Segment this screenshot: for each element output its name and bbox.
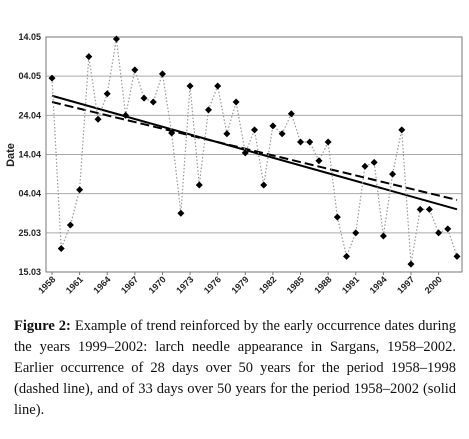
x-tick-label: 1973 (174, 274, 195, 295)
x-tick-label: 1985 (285, 274, 306, 295)
data-point (48, 74, 56, 82)
data-point (333, 213, 341, 221)
data-point (177, 209, 185, 217)
data-point (241, 149, 249, 157)
data-point (76, 186, 84, 194)
data-point (251, 126, 258, 134)
data-point (398, 126, 406, 134)
data-point (343, 252, 351, 260)
y-tick-label: 25.03 (18, 228, 41, 238)
x-tick-label: 1958 (36, 274, 57, 295)
data-point (57, 245, 65, 252)
y-tick-label: 15.03 (18, 267, 41, 277)
x-tick-label: 1961 (64, 274, 85, 295)
y-tick-label: 04.04 (18, 189, 41, 199)
data-point (297, 138, 305, 146)
data-point (278, 130, 286, 138)
data-point (287, 110, 295, 118)
trend-line (51, 94, 458, 211)
x-tick-label: 1964 (91, 274, 112, 295)
caption-label: Figure 2: (14, 318, 71, 334)
caption: Figure 2: Example of trend reinforced by… (14, 316, 456, 421)
y-tick-label: 14.04 (18, 150, 41, 160)
data-point (195, 181, 203, 189)
x-tick-label: 1991 (340, 274, 361, 295)
data-point (416, 205, 424, 213)
data-point (444, 225, 452, 233)
x-tick-label: 1982 (257, 274, 278, 295)
plot-frame (45, 36, 463, 273)
data-point (324, 138, 332, 146)
data-point (379, 232, 387, 240)
x-tick-label: 2000 (423, 274, 444, 295)
x-tick-label: 1967 (119, 274, 140, 295)
x-tick-label: 1970 (147, 274, 168, 295)
trend-line (51, 101, 458, 201)
data-point (352, 229, 360, 237)
data-point (186, 82, 194, 90)
data-point (453, 252, 461, 260)
data-point (232, 98, 240, 106)
data-point (315, 157, 323, 165)
data-point (66, 221, 74, 229)
caption-text: Example of trend reinforced by the early… (14, 318, 457, 418)
data-point (122, 111, 130, 119)
data-point (389, 170, 397, 178)
data-point (94, 115, 102, 123)
data-point (425, 205, 433, 213)
chart: Date 15.03 25.03 04.04 14.04 24.04 04.05 14.05… (5, 32, 463, 296)
data-point (158, 70, 166, 78)
y-tick-label: 14.05 (18, 32, 41, 42)
data-point (149, 98, 157, 106)
data-point (370, 158, 378, 166)
data-point (223, 130, 231, 138)
x-tick-label: 1997 (395, 274, 416, 295)
x-tick-label: 1988 (312, 274, 333, 295)
data-point (214, 82, 222, 90)
data-point (112, 35, 120, 43)
data-point (361, 162, 369, 170)
data-point (407, 260, 415, 268)
data-point (306, 138, 314, 146)
data-point (140, 94, 148, 102)
x-tick-label: 1976 (202, 274, 223, 295)
x-tick-label: 1979 (229, 274, 250, 295)
y-axis-title: Date (5, 143, 17, 167)
y-tick-label: 04.05 (18, 71, 41, 81)
data-point (435, 229, 443, 237)
y-tick-label: 24.04 (18, 110, 41, 120)
data-point (131, 66, 139, 74)
data-point (260, 181, 268, 189)
data-point (168, 129, 176, 137)
data-point (204, 106, 212, 114)
data-point (269, 122, 277, 130)
x-tick-label: 1994 (368, 274, 389, 295)
data-point (85, 53, 93, 61)
data-point (103, 90, 111, 98)
